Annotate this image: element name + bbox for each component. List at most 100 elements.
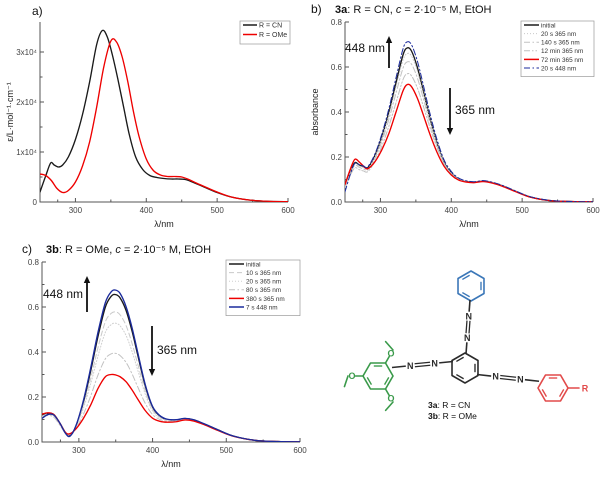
curve-r-ome (40, 38, 288, 202)
svg-text:0.8: 0.8 (28, 258, 40, 267)
panel-c-title-rest: : R = OMe, (58, 244, 116, 256)
nitrogen-atom-label: N (517, 374, 524, 384)
panel-b-title-rest: : R = CN, (347, 4, 396, 16)
legend-label: 140 s 365 nm (541, 40, 580, 47)
nitrogen-atom-label: N (492, 372, 499, 382)
curve-72-min-365-nm (345, 83, 593, 202)
molecular-structure: N N N N N N O O O R 3a: R = CN 3b: R = OMe (330, 248, 605, 480)
annotation-arrow-365-nm: 365 nm (446, 88, 495, 135)
phenyl-ring-top (457, 270, 485, 302)
svg-text:500: 500 (515, 206, 529, 215)
aryl-ring-right (537, 374, 569, 402)
legend-label: 72 min 365 nm (541, 57, 583, 64)
svg-text:0.2: 0.2 (331, 153, 343, 162)
panel-b-plot: 300 400 500 600 0.0 0.2 0.4 0.6 0.8 λ/nm absorbanc… (310, 18, 600, 229)
svg-text:0.0: 0.0 (28, 438, 40, 447)
svg-text:600: 600 (293, 446, 307, 455)
azo-group: NN (464, 299, 473, 355)
svg-text:600: 600 (281, 206, 295, 215)
svg-text:300: 300 (72, 446, 86, 455)
panel-b-label: b) (311, 2, 322, 16)
core-benzene-ring (451, 352, 479, 384)
legend-label: 380 s 365 nm (246, 296, 285, 303)
curve-20-s-448-nm (345, 41, 593, 202)
methoxy-left-oxygen: O (348, 371, 355, 381)
svg-text:1x10⁴: 1x10⁴ (16, 148, 37, 157)
legend-label: 7 s 448 nm (246, 304, 278, 311)
panel-b-conc-symbol: c (395, 4, 402, 16)
svg-text:300: 300 (69, 206, 83, 215)
svg-text:0.6: 0.6 (331, 63, 343, 72)
annotation-arrow-448-nm: 448 nm (43, 276, 91, 312)
legend-label: 20 s 365 nm (246, 279, 281, 286)
panel-a: a) 300 400 500 600 0 1x10⁴ 2x10⁴ 3x10⁴ λ/nm ε/L·m… (0, 0, 300, 240)
legend-label: initial (246, 261, 261, 268)
annotation-label: 365 nm (157, 343, 197, 357)
structure-caption-3a: 3a: R = CN (428, 400, 470, 410)
r-substituent-label: R (582, 383, 589, 393)
panel-b: b) 3a: R = CN, c = 2·10⁻⁵ M, EtOH 300 400… (305, 0, 605, 240)
panel-c-conc-value: = 2·10⁻⁵ M, EtOH (120, 244, 212, 256)
panel-c-conc-symbol: c (115, 244, 121, 256)
nitrogen-atom-label: N (464, 333, 471, 343)
azo-group: NN (391, 359, 454, 371)
methoxy-bottom-oxygen: O (387, 394, 394, 404)
svg-text:0.4: 0.4 (331, 108, 343, 117)
nitrogen-atom-label: N (431, 359, 438, 369)
legend-label: R = OMe (259, 32, 287, 39)
annotation-arrow-365-nm: 365 nm (148, 326, 197, 376)
panel-c-compound: 3b (46, 244, 59, 256)
legend-label: 20 s 365 nm (541, 31, 576, 38)
legend-label: 10 s 365 nm (246, 270, 281, 277)
legend-label: 12 min 365 nm (541, 48, 583, 55)
svg-text:0.6: 0.6 (28, 303, 40, 312)
svg-text:300: 300 (374, 206, 388, 215)
svg-text:2x10⁴: 2x10⁴ (16, 98, 37, 107)
svg-text:500: 500 (210, 206, 224, 215)
trimethoxyphenyl-ring (362, 362, 394, 390)
svg-text:ε/L·mol⁻¹·cm⁻¹: ε/L·mol⁻¹·cm⁻¹ (5, 82, 15, 142)
svg-text:absorbance: absorbance (310, 88, 320, 135)
svg-text:λ/nm: λ/nm (161, 459, 181, 469)
annotation-label: 365 nm (455, 103, 495, 117)
panel-c-plot: 300 400 500 600 0.0 0.2 0.4 0.6 0.8 λ/nm initial 10… (28, 258, 307, 469)
annotation-arrow-448-nm: 448 nm (345, 36, 393, 68)
svg-text:3x10⁴: 3x10⁴ (16, 48, 37, 57)
legend-label: 80 s 365 nm (246, 287, 281, 294)
curve-140-s-365-nm (345, 61, 593, 202)
panel-a-label: a) (32, 4, 43, 18)
legend-a: R = CN R = OMe (239, 20, 291, 45)
svg-text:0.8: 0.8 (331, 18, 343, 27)
curve-80-s-365-nm (42, 352, 300, 442)
panel-b-title: 3a: R = CN, c = 2·10⁻⁵ M, EtOH (335, 3, 492, 16)
panel-c-title: 3b: R = OMe, c = 2·10⁻⁵ M, EtOH (46, 243, 211, 256)
annotation-label: 448 nm (345, 41, 385, 55)
svg-text:0.0: 0.0 (331, 198, 343, 207)
methoxy-top-oxygen: O (387, 349, 394, 359)
svg-text:400: 400 (140, 206, 154, 215)
structure-caption-3b: 3b: R = OMe (428, 411, 477, 421)
panel-b-conc-value: = 2·10⁻⁵ M, EtOH (401, 4, 492, 16)
svg-text:600: 600 (586, 206, 600, 215)
svg-text:0.4: 0.4 (28, 348, 40, 357)
svg-text:400: 400 (146, 446, 160, 455)
svg-text:0.2: 0.2 (28, 393, 40, 402)
svg-text:λ/nm: λ/nm (154, 219, 174, 229)
legend-label: 20 s 448 nm (541, 65, 576, 72)
curve-20-s-365-nm (345, 52, 593, 202)
svg-text:0: 0 (33, 198, 38, 207)
panel-c-label: c) (22, 242, 32, 256)
curve-380-s-365-nm (42, 373, 300, 442)
nitrogen-atom-label: N (407, 361, 414, 371)
legend-label: initial (541, 22, 556, 29)
curve-7-s-448-nm (42, 289, 300, 442)
svg-text:500: 500 (220, 446, 234, 455)
svg-text:400: 400 (445, 206, 459, 215)
annotation-label: 448 nm (43, 287, 83, 301)
svg-text:λ/nm: λ/nm (459, 219, 479, 229)
nitrogen-atom-label: N (466, 311, 473, 321)
